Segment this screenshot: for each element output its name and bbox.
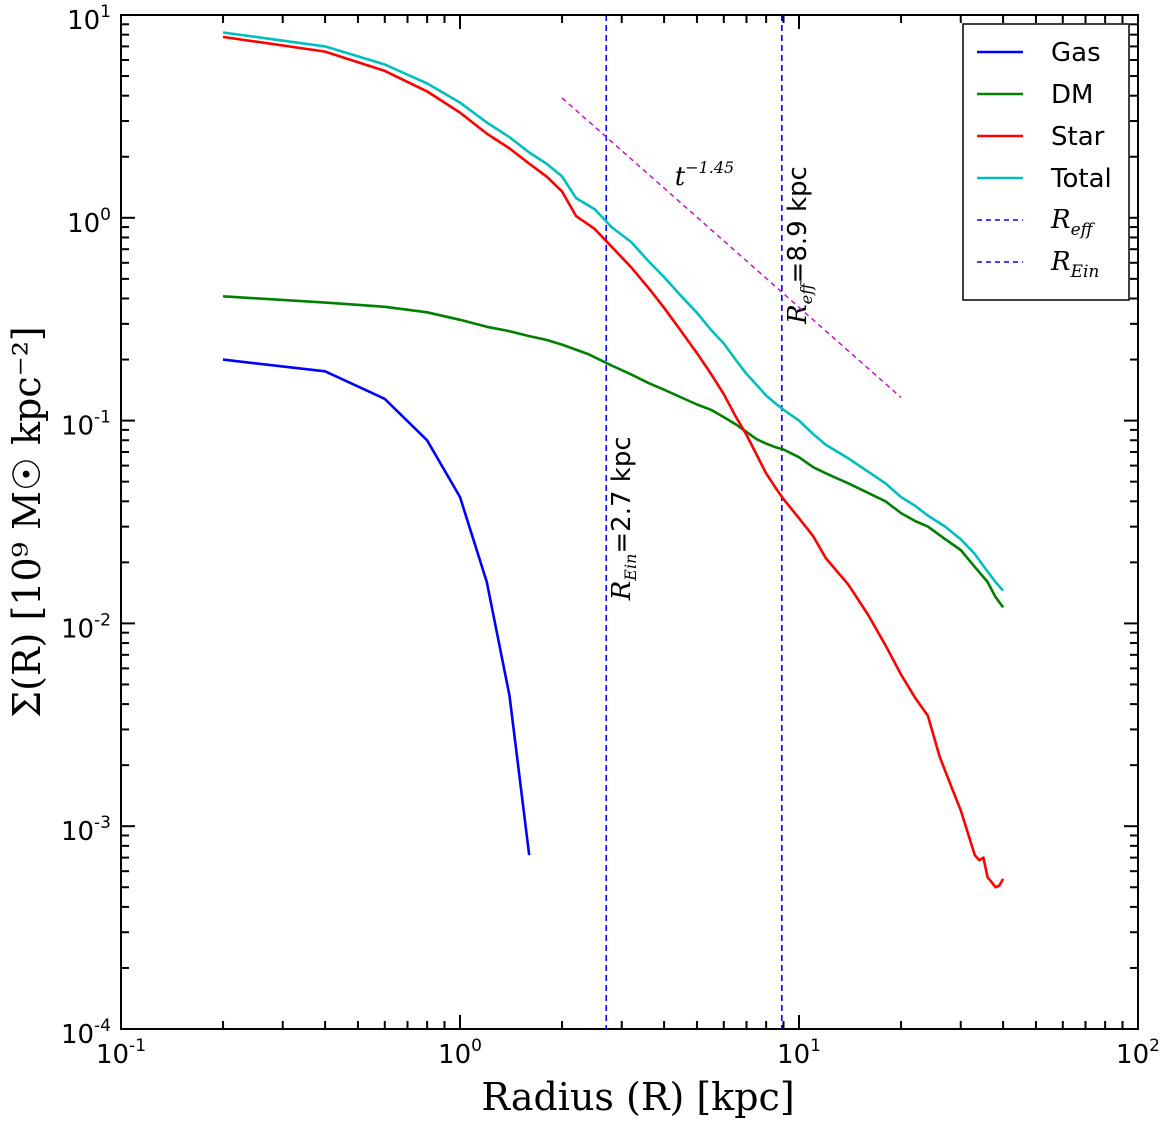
vline-label-r-ein: REin=2.7 kpc — [607, 436, 640, 601]
legend-label: Reff — [1050, 205, 1096, 240]
y-tick-label: 101 — [67, 2, 111, 36]
x-tick-label: 100 — [438, 1036, 482, 1070]
legend-label: Star — [1051, 122, 1105, 152]
series-line-gas — [222, 358, 531, 856]
vline-label-r-eff: Reff=8.9 kpc — [783, 166, 816, 325]
axis-ticks — [120, 15, 1138, 1030]
x-tick-label: 102 — [1116, 1036, 1160, 1070]
y-tick-label: 10-4 — [61, 1016, 111, 1050]
legend: Gas DM Star Total Reff REin — [962, 23, 1130, 301]
power-law-label: t−1.45 — [675, 158, 734, 192]
x-tick-label: 101 — [777, 1036, 821, 1070]
legend-box — [962, 23, 1130, 301]
y-axis-title: Σ(R) [10⁹ M☉ kpc⁻²] — [5, 326, 49, 718]
legend-label: Total — [1050, 164, 1112, 194]
y-tick-label: 10-1 — [61, 408, 111, 442]
data-series — [222, 31, 1005, 889]
power-law-line — [561, 97, 902, 399]
legend-label: REin — [1050, 247, 1099, 282]
y-tick-label: 10-2 — [61, 610, 111, 644]
series-line-total — [222, 31, 1005, 592]
y-tick-label: 100 — [67, 205, 111, 239]
x-axis-title: Radius (R) [kpc] — [481, 1075, 794, 1119]
y-tick-label: 10-3 — [61, 813, 111, 847]
power-law-guide: t−1.45 — [561, 97, 902, 399]
legend-label: Gas — [1051, 38, 1101, 68]
legend-label: DM — [1051, 80, 1093, 110]
x-tick-label: 10-1 — [96, 1036, 146, 1070]
axis-tick-labels: 10-1 100 101 102 10-4 10-3 10-2 10-1 100 101 — [61, 2, 1160, 1070]
reference-lines: REin=2.7 kpc Reff=8.9 kpc — [605, 15, 816, 1029]
series-line-star — [222, 35, 1005, 889]
plot-frame — [120, 14, 1139, 1030]
